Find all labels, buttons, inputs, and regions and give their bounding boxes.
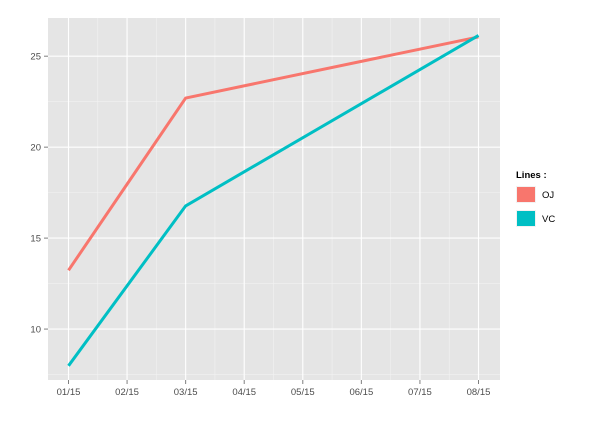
x-tick-label: 06/15 xyxy=(349,387,373,398)
y-axis: 10 15 20 25 xyxy=(30,52,48,336)
legend-key-oj xyxy=(517,187,535,202)
y-tick-label: 20 xyxy=(30,143,41,154)
legend-key-vc xyxy=(517,211,535,226)
x-tick-label: 02/15 xyxy=(115,387,139,398)
legend-label-oj: OJ xyxy=(542,190,554,201)
legend: Lines : OJ VC xyxy=(516,170,555,227)
legend-title: Lines : xyxy=(516,170,547,181)
x-tick-label: 03/15 xyxy=(174,387,198,398)
x-tick-label: 05/15 xyxy=(291,387,315,398)
x-tick-label: 01/15 xyxy=(57,387,81,398)
y-tick-label: 10 xyxy=(30,325,41,336)
y-tick-label: 15 xyxy=(30,234,41,245)
series-line-oj xyxy=(67,35,479,272)
major-gridlines xyxy=(48,18,500,380)
series-lines xyxy=(67,34,480,367)
y-tick-label: 25 xyxy=(30,52,41,63)
legend-label-vc: VC xyxy=(542,214,555,225)
series-line-vc xyxy=(67,34,480,367)
x-axis: 01/15 02/15 03/15 04/15 05/15 06/15 07/15 08/15 xyxy=(57,380,491,398)
x-tick-label: 08/15 xyxy=(467,387,491,398)
x-tick-label: 07/15 xyxy=(408,387,432,398)
x-tick-label: 04/15 xyxy=(232,387,256,398)
